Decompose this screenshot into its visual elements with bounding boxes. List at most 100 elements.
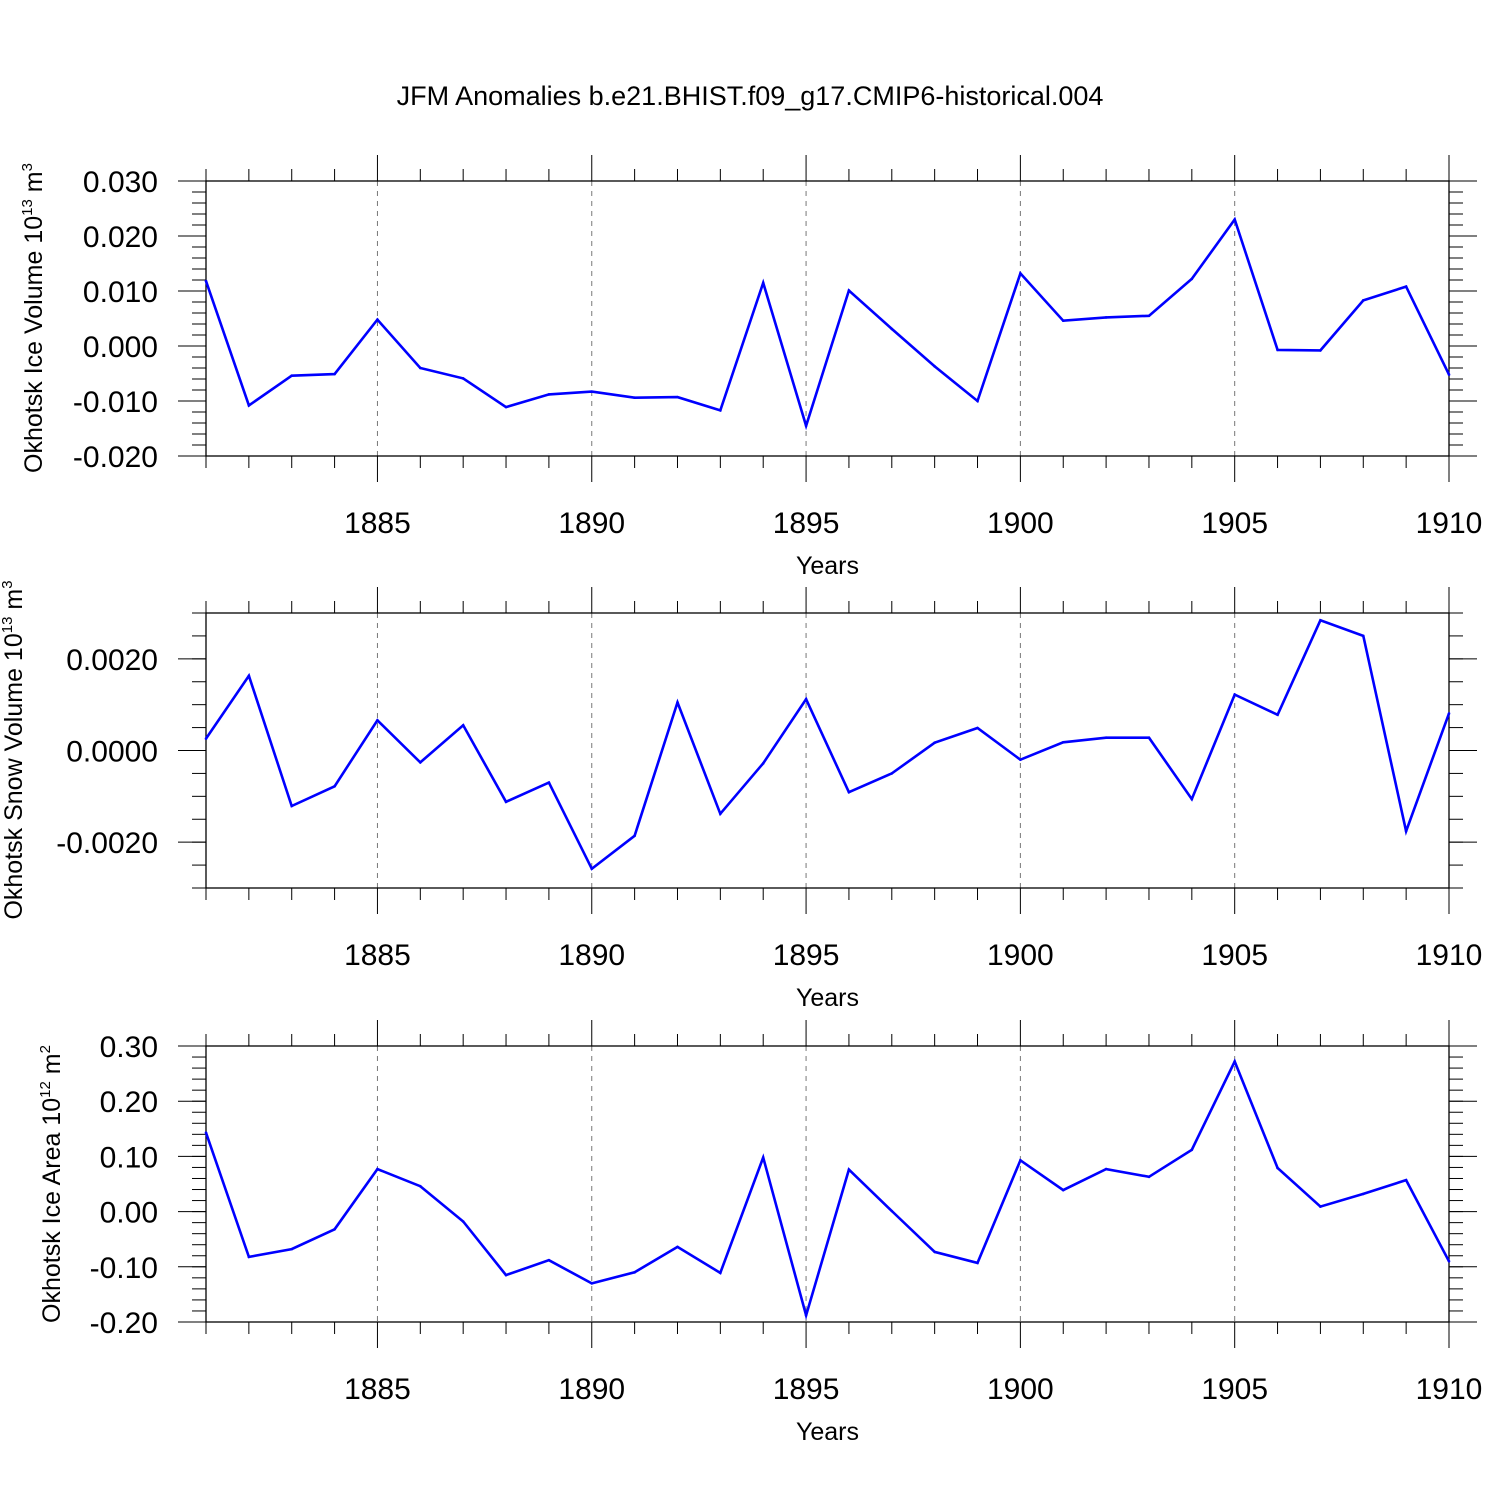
data-point [1276, 1166, 1279, 1170]
data-point [676, 701, 679, 704]
y-tick-label: 0.0000 [66, 736, 158, 769]
y-axis-title-superscript: 3 [19, 163, 36, 171]
panel-2: 1885 1890 1895 1900 1905 1910 -0.0020 0.0000 0.0… [0, 580, 1482, 1012]
data-point [890, 772, 894, 775]
data-point [1361, 299, 1365, 302]
data-point [933, 365, 936, 368]
x-tick-label: 1900 [987, 507, 1054, 540]
data-point [590, 390, 594, 393]
figure-title: JFM Anomalies b.e21.BHIST.f09_g17.CMIP6-… [397, 81, 1104, 111]
y-tick-label: -0.0020 [56, 827, 158, 860]
x-tick-label: 1905 [1201, 1373, 1268, 1406]
data-point [1361, 634, 1365, 638]
data-point [376, 1167, 379, 1171]
x-tick-label: 1910 [1416, 939, 1483, 972]
x-tick-label: 1895 [773, 507, 840, 540]
data-point [1190, 1148, 1194, 1152]
y-axis-title-part: Okhotsk Ice Volume 10 [20, 216, 48, 473]
data-point [804, 697, 808, 701]
data-point [290, 374, 294, 378]
y-tick-label: 0.020 [83, 221, 158, 254]
data-point [1319, 1205, 1322, 1208]
plot-frame [205, 1045, 1450, 1323]
data-point [461, 723, 465, 727]
data-point [1447, 373, 1451, 376]
data-point [1019, 1158, 1022, 1162]
data-point [1147, 314, 1151, 318]
data-point [933, 741, 936, 745]
data-point [1104, 316, 1108, 319]
x-tick-label: 1885 [344, 507, 411, 540]
y-tick-label: 0.00 [100, 1197, 158, 1230]
x-tick-label: 1900 [987, 939, 1054, 972]
data-point [890, 1209, 894, 1213]
data-point [1147, 736, 1151, 739]
x-tick-label: 1890 [558, 1373, 625, 1406]
data-point [847, 289, 851, 292]
y-axis-title: Okhotsk Ice Volume 1013 m3 [19, 163, 48, 473]
y-axis-title-part: m [38, 1053, 66, 1081]
plot-frame [205, 612, 1450, 889]
data-point [461, 377, 465, 380]
data-point [804, 1314, 808, 1317]
data-point [1104, 736, 1108, 739]
data-point [290, 1247, 294, 1251]
x-axis-title: Years [796, 552, 859, 580]
x-axis-title: Years [796, 1418, 859, 1446]
data-point [419, 1184, 422, 1188]
data-point [1147, 1175, 1151, 1179]
data-point [204, 279, 208, 283]
y-axis-title-superscript: 3 [0, 580, 16, 588]
data-point [1061, 1188, 1065, 1192]
y-axis-title-part: Okhotsk Snow Volume 10 [0, 633, 28, 919]
data-point [547, 1258, 551, 1262]
data-point [761, 1156, 765, 1159]
data-point [804, 424, 808, 428]
data-point [761, 281, 765, 285]
y-tick-label: 0.0020 [66, 644, 158, 677]
data-point [590, 1282, 594, 1285]
x-tick-label: 1885 [344, 939, 411, 972]
y-tick-label: 0.000 [83, 331, 158, 364]
data-point [1447, 712, 1451, 715]
data-point [504, 405, 508, 409]
y-tick-label: 0.30 [100, 1031, 158, 1064]
y-axis-title-superscript: 13 [19, 199, 36, 216]
data-point [1061, 740, 1065, 744]
data-point [633, 834, 636, 838]
y-tick-label: -0.020 [73, 441, 158, 474]
y-tick-label: -0.20 [90, 1307, 158, 1340]
data-point [504, 800, 508, 804]
x-tick-label: 1890 [558, 939, 625, 972]
x-tick-label: 1910 [1416, 507, 1483, 540]
panel-1: 1885 1890 1895 1900 1905 1910 -0.020 -0.010 0.00… [19, 155, 1482, 580]
x-tick-label: 1895 [773, 939, 840, 972]
data-point [419, 761, 422, 764]
data-point [504, 1273, 508, 1277]
data-point [1319, 349, 1322, 352]
data-point [1276, 713, 1279, 717]
data-series-line [204, 618, 1451, 871]
x-tick-label: 1890 [558, 507, 625, 540]
y-axis-title-part: m [20, 171, 48, 199]
y-tick-label: 0.20 [100, 1086, 158, 1119]
data-series-line [204, 216, 1451, 431]
data-point [719, 812, 722, 816]
data-point [976, 1261, 979, 1265]
y-axis-title-part: m [0, 589, 28, 617]
data-point [676, 1245, 679, 1249]
x-tick-label: 1910 [1416, 1373, 1483, 1406]
y-tick-label: 0.030 [83, 166, 158, 199]
data-point [1319, 619, 1322, 622]
x-tick-label: 1885 [344, 1373, 411, 1406]
data-point [719, 409, 722, 412]
y-axis-title: Okhotsk Snow Volume 1013 m3 [0, 580, 28, 919]
panels-group: 1885 1890 1895 1900 1905 1910 -0.020 -0.010 0.00… [0, 155, 1482, 1446]
y-axis-title: Okhotsk Ice Area 1012 m2 [37, 1045, 66, 1323]
x-tick-label: 1905 [1201, 939, 1268, 972]
data-point [1019, 272, 1022, 275]
data-point [676, 395, 679, 399]
data-point [1061, 319, 1065, 323]
data-point [719, 1271, 722, 1275]
